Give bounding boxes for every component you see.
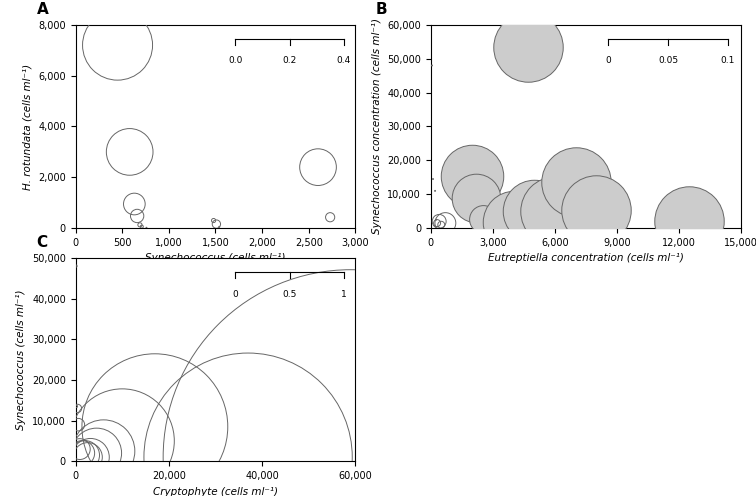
Point — [439, 219, 451, 227]
Point — [208, 217, 220, 225]
Point — [82, 453, 94, 461]
Y-axis label: Synechococcus concentration (cells ml⁻¹): Synechococcus concentration (cells ml⁻¹) — [372, 18, 382, 235]
X-axis label: Cryptophyte (cells ml⁻¹): Cryptophyte (cells ml⁻¹) — [153, 487, 278, 496]
Point — [129, 200, 141, 208]
Point — [136, 223, 148, 231]
X-axis label: Eutreptiella concentration (cells ml⁻¹): Eutreptiella concentration (cells ml⁻¹) — [488, 253, 684, 263]
Point — [324, 213, 336, 221]
Point — [210, 220, 222, 228]
Point — [427, 175, 439, 183]
Text: A: A — [36, 1, 48, 17]
X-axis label: Synechococcus (cells ml⁻¹): Synechococcus (cells ml⁻¹) — [145, 253, 286, 263]
Point — [134, 221, 146, 229]
Point — [683, 217, 696, 225]
Point — [522, 43, 534, 51]
Point — [433, 217, 445, 225]
Point — [79, 451, 91, 459]
Point — [91, 449, 103, 457]
Text: C: C — [36, 235, 48, 250]
Text: B: B — [375, 1, 387, 17]
Point — [141, 224, 153, 232]
Y-axis label: H. rotundata (cells ml⁻¹): H. rotundata (cells ml⁻¹) — [23, 63, 33, 189]
Point — [76, 449, 88, 457]
Point — [213, 223, 225, 231]
Point — [74, 445, 86, 453]
Point — [549, 207, 561, 215]
Point — [435, 221, 448, 229]
Point — [430, 216, 442, 224]
Point — [431, 219, 443, 227]
Point — [85, 453, 97, 461]
Point — [507, 218, 519, 226]
Point — [70, 402, 82, 410]
Point — [590, 205, 603, 213]
Point — [242, 453, 254, 461]
Point — [112, 41, 124, 49]
Point — [73, 421, 85, 429]
Point — [345, 453, 357, 461]
Point — [131, 212, 143, 220]
Point — [429, 187, 441, 195]
Point — [466, 172, 479, 180]
Y-axis label: Synechococcus (cells ml⁻¹): Synechococcus (cells ml⁻¹) — [17, 289, 26, 430]
Point — [149, 423, 161, 431]
Point — [124, 148, 136, 156]
Point — [476, 215, 488, 223]
Point — [569, 179, 581, 186]
Point — [426, 62, 438, 69]
Point — [470, 193, 482, 201]
Point — [312, 163, 324, 171]
Point — [528, 207, 541, 215]
Point — [70, 262, 82, 270]
Point — [98, 447, 110, 455]
Point — [116, 437, 129, 445]
Point — [71, 404, 83, 412]
